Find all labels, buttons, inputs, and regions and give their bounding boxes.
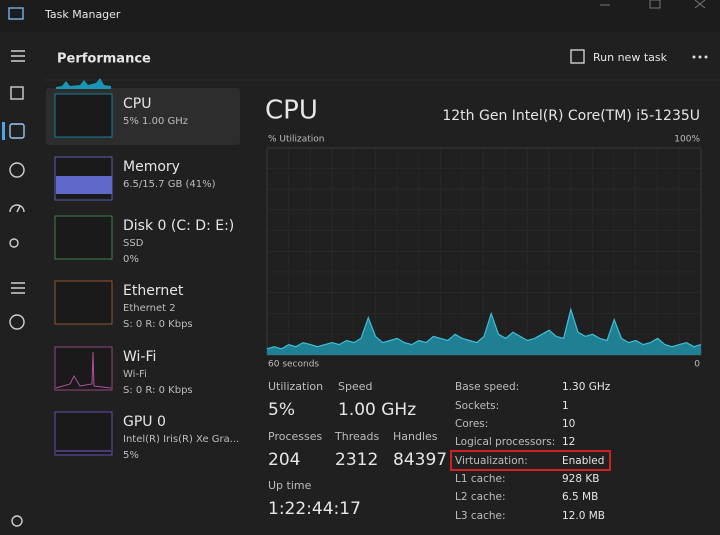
stat-label: Processes [268,430,322,443]
thumbnail-graph [55,351,112,389]
thumbnail [54,93,113,138]
sidebar-item-detail: Ethernet 2 [123,303,176,314]
sidebar-item[interactable]: Memory 6.5/15.7 GB (41%) [54,156,216,201]
sidebar-item-detail: SSD [123,238,144,249]
sidebar-item[interactable]: Ethernet Ethernet 2 S: 0 R: 0 Kbps [54,280,193,330]
sidebar-item-detail: 5% [123,450,139,461]
sidebar-item[interactable]: Wi-Fi Wi-Fi S: 0 R: 0 Kbps [54,346,193,396]
thumbnail [54,280,113,325]
resource-title: CPU [265,96,318,126]
graph-y-max: 100% [674,135,700,145]
graph-y-label: % Utilization [268,135,325,145]
stat-value: 1.00 GHz [338,400,416,420]
spec-value: 10 [562,418,575,430]
sidebar-item-name: Memory [123,159,180,175]
page-title: Performance [57,52,151,67]
thumbnail [54,411,113,456]
highlight-box [450,450,611,471]
sidebar-item-name: Ethernet [123,283,184,299]
spec-value: 12.0 MB [562,510,605,522]
sidebar-item[interactable]: CPU 5% 1.00 GHz [46,78,240,145]
sidebar-item[interactable]: Disk 0 (C: D: E:) SSD 0% [54,215,234,265]
stat-value: 84397 [393,450,447,470]
run-new-task-button[interactable]: Run new task [593,51,668,64]
spec-value: 12 [562,436,575,448]
stat-value: 204 [268,450,300,470]
stat-label: Up time [268,479,312,492]
thumbnail [54,215,113,260]
spec-label: Logical processors: [455,436,555,448]
graph-x-right: 0 [694,360,700,370]
stat-value: 5% [268,400,295,420]
maximize-button[interactable] [649,0,661,9]
sidebar-item-name: GPU 0 [123,414,166,430]
stat-value: 2312 [335,450,378,470]
sidebar-item-detail: S: 0 R: 0 Kbps [123,385,193,396]
window-title: Task Manager [44,8,121,21]
sidebar-item-detail: S: 0 R: 0 Kbps [123,319,193,330]
run-task-icon [570,49,585,64]
nav-details[interactable] [11,282,25,294]
sidebar-item-detail: Intel(R) Iris(R) Xe Gra... [123,434,239,445]
graph-x-left: 60 seconds [268,360,319,370]
nav-processes[interactable] [10,86,24,100]
stat-label: Utilization [268,380,323,393]
nav-app-history[interactable] [9,162,25,178]
nav-settings[interactable] [11,515,23,527]
spec-value: 1.30 GHz [562,381,611,393]
stat-label: Threads [334,430,379,443]
cpu-graph [266,307,702,355]
nav-rail [2,50,25,527]
nav-users[interactable] [9,238,19,248]
spec-label: L2 cache: [455,491,506,503]
sidebar-item-detail: 0% [123,254,139,265]
sidebar: CPU 5% 1.00 GHz Memory 6.5/15.7 GB (41%) Dis… [46,78,240,461]
sidebar-item-detail: 6.5/15.7 GB (41%) [123,179,216,190]
stat-label: Handles [393,430,438,443]
close-button[interactable] [694,0,706,9]
stat-label: Speed [338,380,372,393]
spec-value: 6.5 MB [562,491,598,503]
specs: Base speed: 1.30 GHz Sockets: 1 Cores: 10 Logi… [455,381,611,522]
stat-value: 1:22:44:17 [268,499,361,519]
menu-button[interactable] [11,50,25,62]
nav-selected-indicator [2,122,5,140]
sidebar-item-detail: 5% 1.00 GHz [123,116,188,127]
spec-label: Base speed: [455,381,519,393]
nav-performance[interactable] [9,123,25,139]
thumbnail [54,346,113,391]
spec-value: 1 [562,400,569,412]
nav-startup[interactable] [9,204,25,213]
nav-services[interactable] [9,314,25,330]
sidebar-item[interactable]: GPU 0 Intel(R) Iris(R) Xe Gra... 5% [54,411,239,461]
stats: Utilization 5% Speed 1.00 GHz Processes 204 Th… [268,380,447,519]
sidebar-item-name: CPU [123,96,151,112]
thumbnail-fill [56,176,112,194]
spec-label: Virtualization: [455,455,528,467]
thumbnail-graph [56,78,111,89]
graph-frame [266,147,702,356]
more-button[interactable] [692,55,708,59]
spec-value: Enabled [562,455,604,467]
cpu-line [266,307,702,350]
cpu-area [267,309,701,355]
sidebar-item-name: Disk 0 (C: D: E:) [123,218,234,234]
spec-value: 928 KB [562,473,599,485]
sidebar-item-name: Wi-Fi [123,349,156,365]
spec-label: Sockets: [455,400,499,412]
app-icon [8,7,24,20]
spec-label: L1 cache: [455,473,506,485]
spec-label: L3 cache: [455,510,506,522]
cpu-model: 12th Gen Intel(R) Core(TM) i5-1235U [442,108,700,124]
sidebar-item-detail: Wi-Fi [123,369,147,380]
spec-label: Cores: [455,418,488,430]
